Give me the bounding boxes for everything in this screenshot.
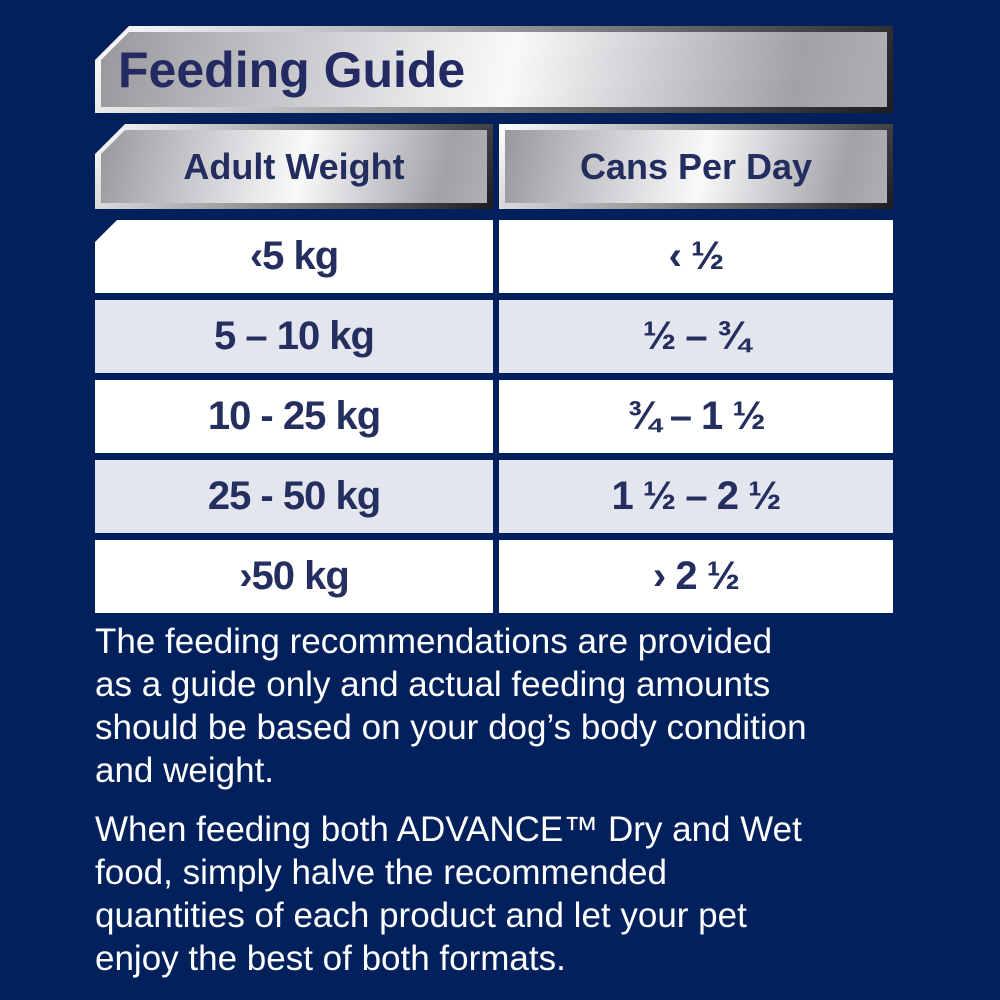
table-row: 25 - 50 kg 1 ½ – 2 ½: [95, 460, 893, 533]
note-line: should be based on your dog’s body condi…: [95, 708, 807, 747]
feeding-guide-banner-inner: Feeding Guide: [101, 32, 887, 107]
note-line: The feeding recommendations are provided: [95, 622, 773, 661]
header-plate-adult-weight-inner: Adult Weight: [101, 130, 487, 203]
cans-cell: ¾ – 1 ½: [499, 380, 893, 453]
header-plate-cans-per-day: Cans Per Day: [499, 124, 893, 209]
cans-cell: 1 ½ – 2 ½: [499, 460, 893, 533]
feeding-recommendation-note: The feeding recommendations are provided…: [95, 620, 925, 792]
header-plate-adult-weight: Adult Weight: [95, 124, 493, 209]
page-title: Feeding Guide: [118, 41, 466, 98]
note-line: and weight.: [95, 751, 275, 790]
note-line: as a guide only and actual feeding amoun…: [95, 665, 771, 704]
note-line: quantities of each product and let your …: [95, 896, 747, 935]
weight-cell: 25 - 50 kg: [95, 460, 493, 533]
weight-cell: 10 - 25 kg: [95, 380, 493, 453]
mixed-feeding-note: When feeding both ADVANCE™ Dry and Wet f…: [95, 808, 925, 980]
note-line: When feeding both ADVANCE™ Dry and Wet: [95, 810, 802, 849]
weight-cell: ‹5 kg: [95, 220, 493, 293]
weight-cell: 5 – 10 kg: [95, 300, 493, 373]
weight-cell: ›50 kg: [95, 540, 493, 613]
cans-cell: › 2 ½: [499, 540, 893, 613]
column-header-cans-per-day: Cans Per Day: [579, 145, 813, 187]
cans-cell: ‹ ½: [499, 220, 893, 293]
feeding-guide-banner: Feeding Guide: [95, 26, 893, 113]
feeding-table-body: ‹5 kg ‹ ½ 5 – 10 kg ½ – ¾ 10 - 25 kg ¾ –…: [95, 220, 893, 613]
column-header-adult-weight: Adult Weight: [183, 145, 405, 187]
table-row: 10 - 25 kg ¾ – 1 ½: [95, 380, 893, 453]
note-line: food, simply halve the recommended: [95, 853, 667, 892]
note-line: enjoy the best of both formats.: [95, 939, 566, 978]
header-plate-cans-per-day-inner: Cans Per Day: [505, 130, 887, 203]
cans-cell: ½ – ¾: [499, 300, 893, 373]
table-row: ‹5 kg ‹ ½: [95, 220, 893, 293]
table-row: ›50 kg › 2 ½: [95, 540, 893, 613]
table-row: 5 – 10 kg ½ – ¾: [95, 300, 893, 373]
